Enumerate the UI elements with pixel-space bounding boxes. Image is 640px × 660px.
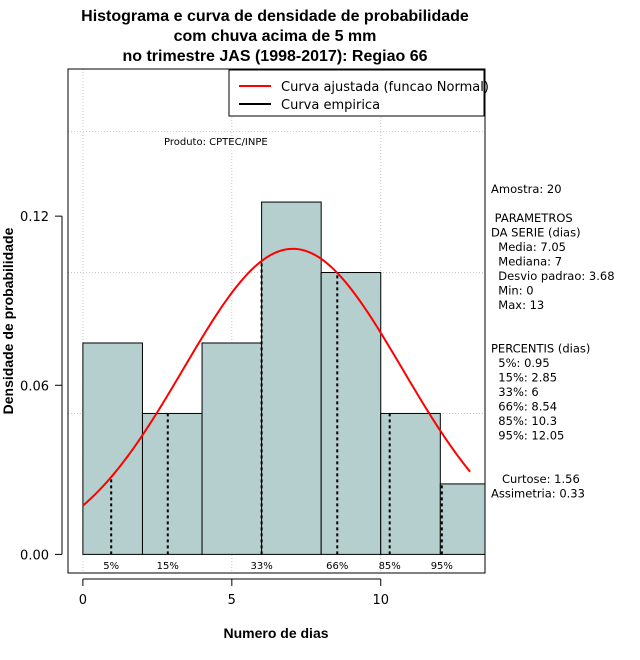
legend: Curva ajustada (funcao Normal) Curva empi… — [228, 69, 489, 117]
histogram-bar — [201, 342, 263, 555]
y-axis-title: Densidade de probabilidade — [0, 227, 16, 414]
stats-line: 95%: 12.05 — [491, 429, 564, 443]
stats-line: Mediana: 7 — [491, 255, 562, 269]
percentile-label: 15% — [157, 561, 179, 572]
percentile-label: 85% — [379, 561, 401, 572]
legend-label: Curva ajustada (funcao Normal) — [281, 80, 489, 95]
chart-title: Histograma e curva de densidade de proba… — [81, 8, 469, 65]
stats-line: PARAMETROS — [491, 211, 573, 225]
stats-line: PERCENTIS (dias) — [491, 342, 590, 356]
x-tick-label: 0 — [79, 593, 87, 608]
normal-curve — [82, 247, 471, 507]
stats-line: DA SERIE (dias) — [491, 226, 581, 240]
x-tick-label: 5 — [228, 593, 236, 608]
stats-line: 66%: 8.54 — [491, 400, 557, 414]
normal-fit-curve — [82, 247, 471, 507]
percentile-label: 5% — [103, 561, 119, 572]
y-tick-label: 0.00 — [20, 548, 49, 563]
histogram-bar — [261, 201, 322, 555]
stats-line: 15%: 2.85 — [491, 371, 557, 385]
x-axis-title: Numero de dias — [223, 625, 328, 641]
stats-line: 85%: 10.3 — [491, 414, 557, 428]
legend-box — [228, 69, 485, 117]
percentile-lines: 5% 15% 33% 66% 85% 95% — [103, 261, 453, 572]
plot-frame — [67, 68, 486, 574]
legend-label: Curva empirica — [281, 98, 380, 113]
stats-line: 5%: 0.95 — [491, 356, 550, 370]
x-tick-label: 10 — [372, 593, 389, 608]
stats-line: Max: 13 — [491, 298, 544, 312]
axes: 0 5 10 0.00 0.06 0.12 Numero de dias Densidade … — [0, 210, 389, 641]
y-tick-label: 0.12 — [20, 210, 49, 225]
chart-title-line: no trimestre JAS (1998-2017): Regiao 66 — [122, 48, 427, 65]
y-tick-label: 0.06 — [20, 379, 49, 394]
percentile-label: 66% — [326, 561, 348, 572]
stats-line: Media: 7.05 — [491, 240, 566, 254]
stats-line: Assimetria: 0.33 — [491, 487, 585, 501]
percentile-label: 33% — [250, 561, 272, 572]
stats-line: Amostra: 20 — [491, 182, 562, 196]
histogram-bar — [141, 412, 203, 555]
histogram-bar — [320, 272, 382, 555]
chart-title-line: com chuva acima de 5 mm — [174, 28, 377, 45]
product-annotation: Produto: CPTEC/INPE — [164, 137, 268, 148]
histogram-bar — [380, 412, 441, 555]
stats-line: Desvio padrao: 3.68 — [491, 269, 615, 283]
stats-line: Curtose: 1.56 — [491, 472, 580, 486]
stats-line: 33%: 6 — [491, 385, 539, 399]
chart-title-line: Histograma e curva de densidade de proba… — [81, 8, 469, 25]
histogram-bars — [82, 201, 486, 555]
stats-line: Min: 0 — [491, 284, 534, 298]
histogram-bar — [439, 483, 486, 555]
percentile-label: 95% — [431, 561, 453, 572]
